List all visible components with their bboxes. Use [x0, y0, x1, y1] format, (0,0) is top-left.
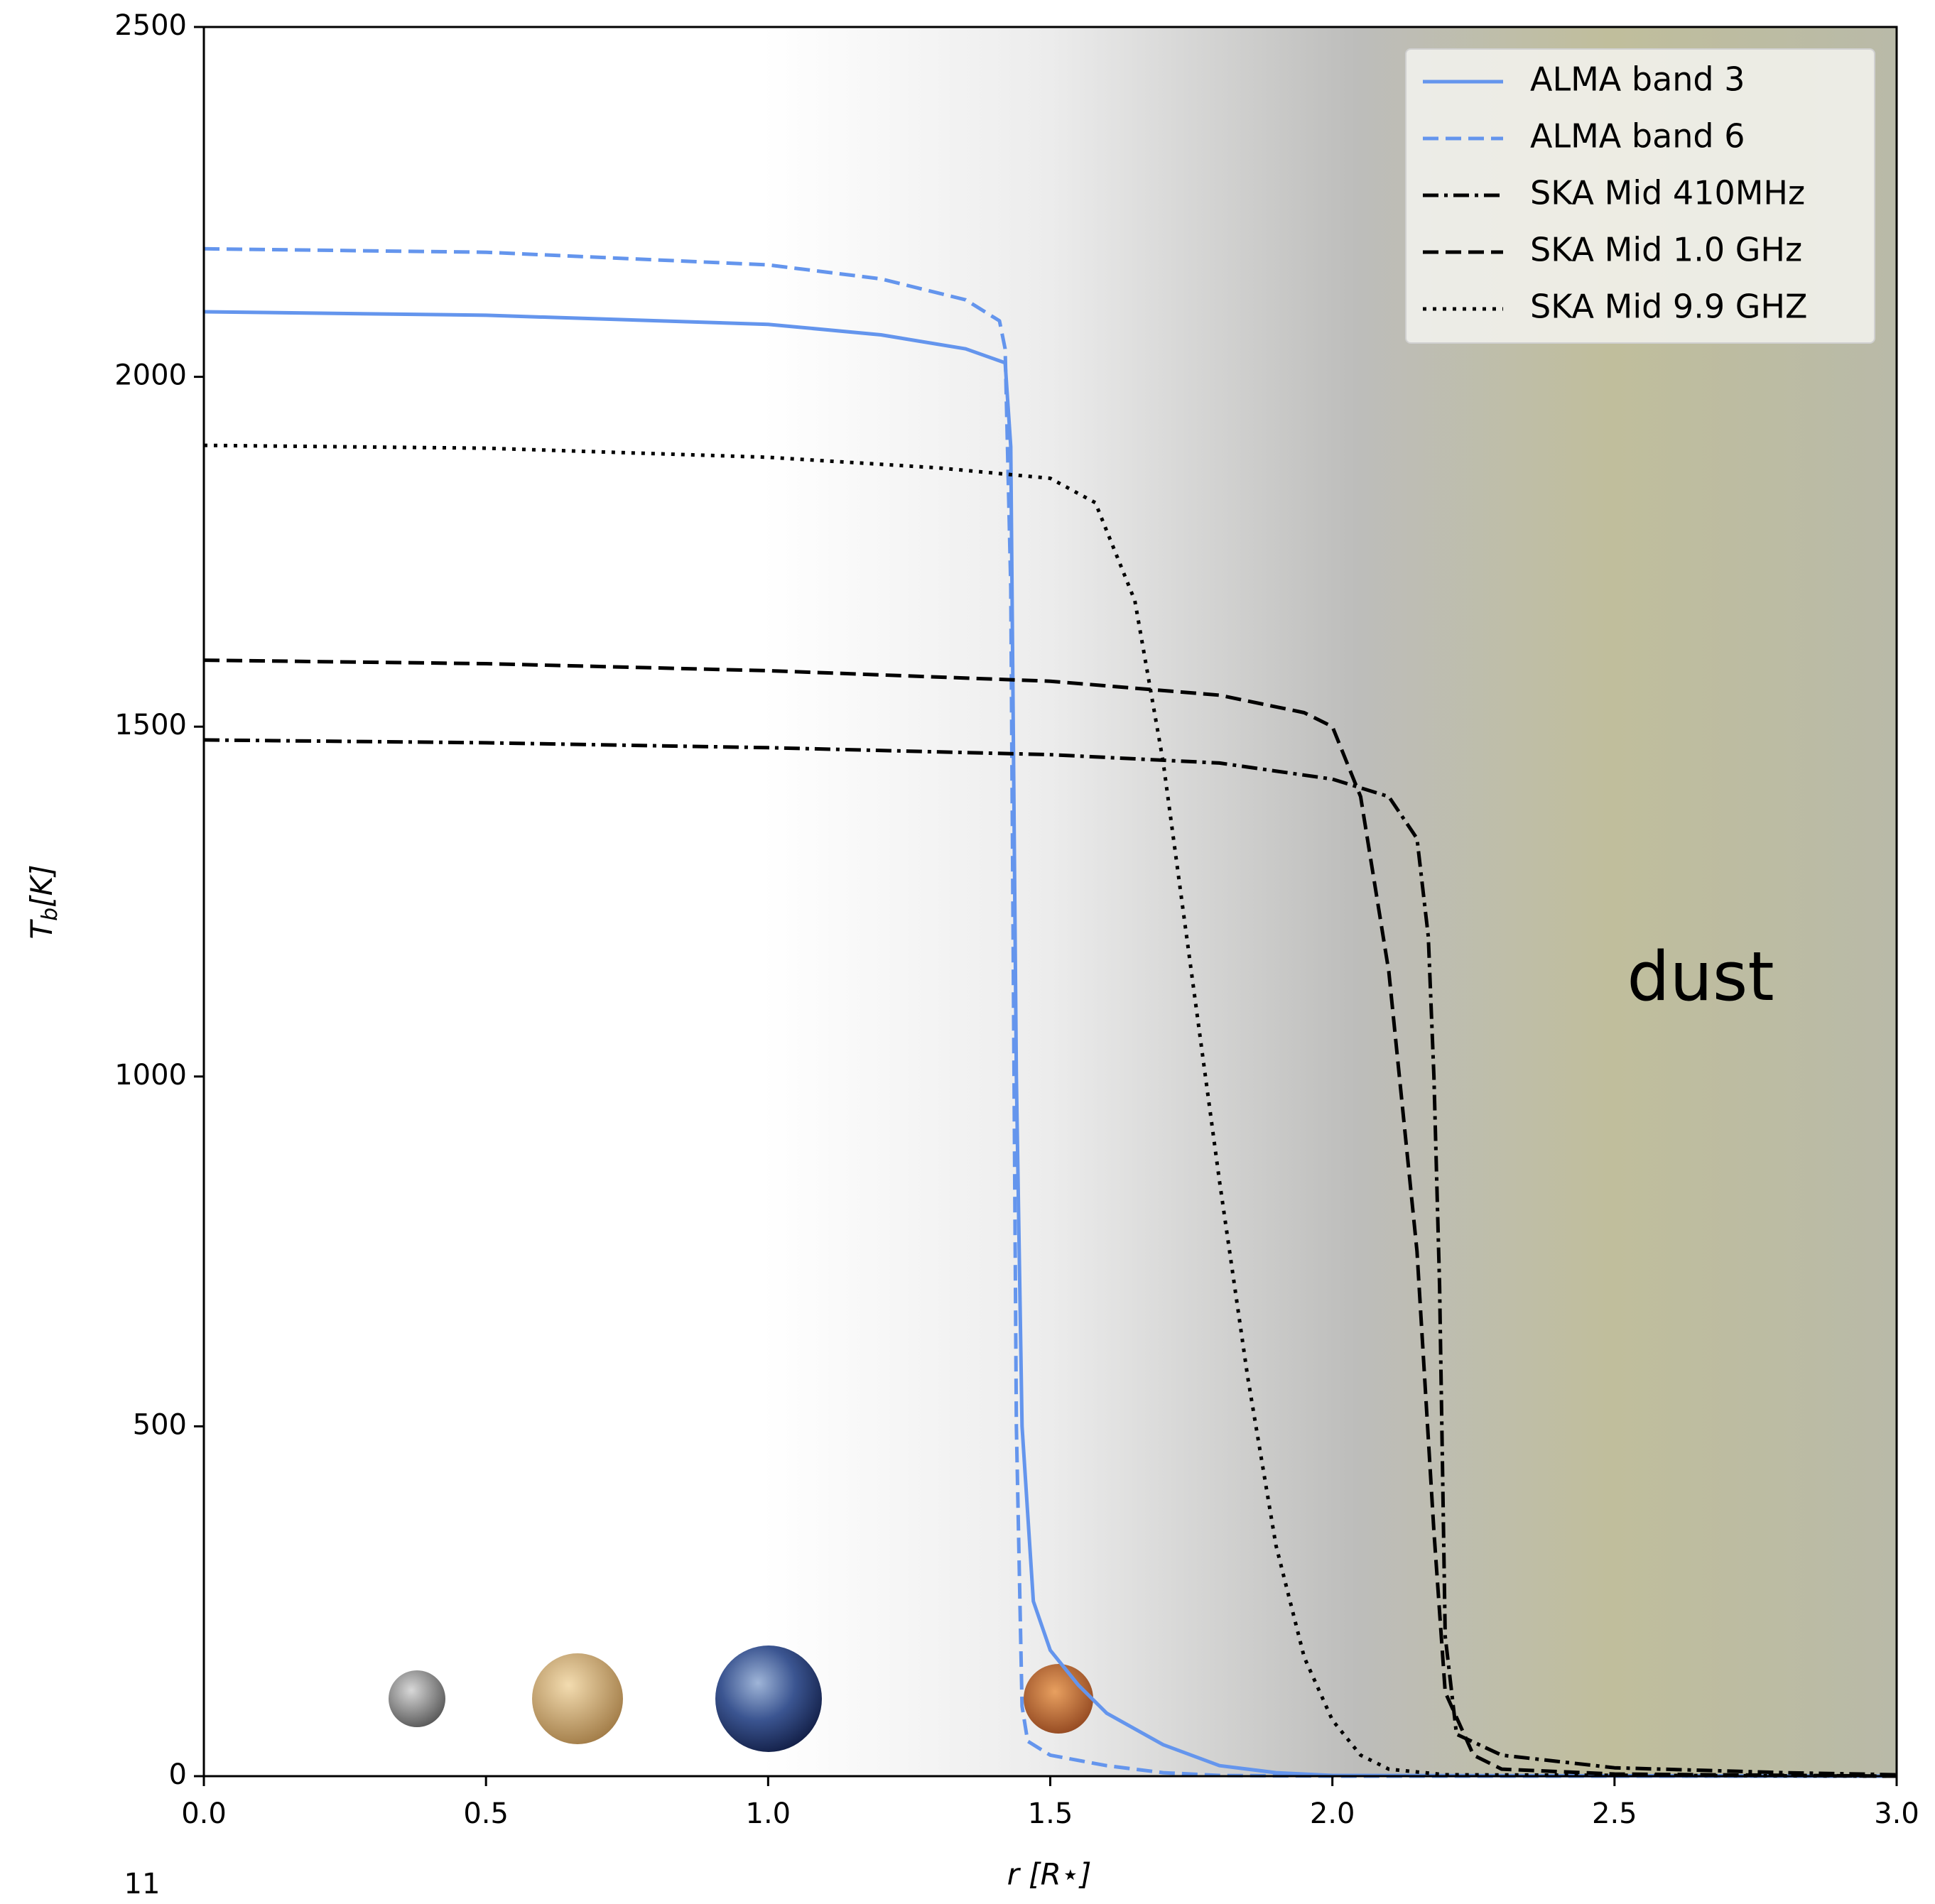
legend: ALMA band 3 ALMA band 6 SKA Mid 410MHz SKA … — [1405, 48, 1875, 344]
annotation: dust — [1627, 938, 1774, 1016]
mercury-icon — [389, 1670, 445, 1727]
y-tick-label: 1000 — [114, 1059, 187, 1092]
y-tick-label: 1500 — [114, 709, 187, 741]
x-tick-label: 0.0 — [181, 1797, 227, 1830]
legend-label: ALMA band 3 — [1530, 60, 1745, 99]
x-tick-label: 2.0 — [1310, 1797, 1355, 1830]
y-tick-label: 2000 — [114, 359, 187, 392]
x-tick-label: 0.5 — [463, 1797, 509, 1830]
data-line — [203, 246, 1897, 1778]
earth-icon — [715, 1645, 822, 1752]
x-tick-label: 2.5 — [1592, 1797, 1637, 1830]
y-tick-label: 2500 — [114, 9, 187, 42]
legend-box — [1405, 48, 1875, 344]
x-tick-label: 1.5 — [1028, 1797, 1073, 1830]
data-line — [203, 658, 1897, 1778]
y-tick-label: 500 — [133, 1408, 187, 1441]
y-axis-label: Tb[K] — [24, 864, 63, 939]
data-line — [203, 310, 1897, 1778]
mars-icon — [1024, 1664, 1093, 1734]
legend-label: SKA Mid 410MHz — [1530, 174, 1805, 212]
x-axis-label: r [R⋆] — [1007, 1857, 1092, 1892]
legend-label: SKA Mid 1.0 GHz — [1530, 231, 1802, 269]
y-label-symbol: T — [24, 919, 59, 940]
page-number: 11 — [124, 1868, 161, 1900]
x-tick-label: 1.0 — [746, 1797, 791, 1830]
legend-label: ALMA band 6 — [1530, 117, 1745, 156]
y-label-subscript: b — [38, 908, 63, 921]
y-tick-label: 0 — [169, 1758, 187, 1791]
y-label-unit: [K] — [24, 864, 59, 907]
legend-label: SKA Mid 9.9 GHZ — [1530, 288, 1807, 326]
venus-icon — [532, 1653, 623, 1744]
x-tick-label: 3.0 — [1874, 1797, 1919, 1830]
